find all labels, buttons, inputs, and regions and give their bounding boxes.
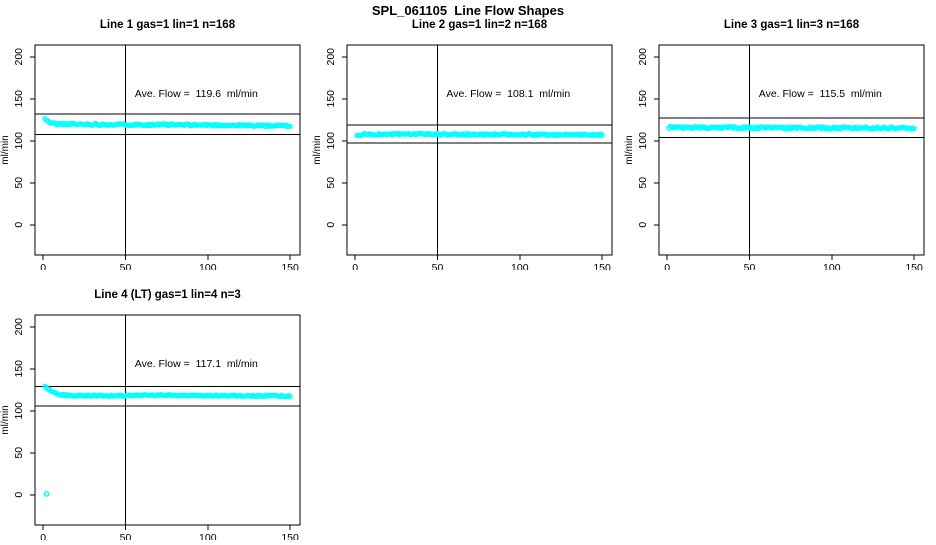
x-tick-label: 150 [905, 262, 923, 270]
y-tick-label: 100 [13, 402, 25, 420]
y-tick-label: 0 [325, 222, 337, 228]
y-tick-label: 0 [13, 222, 25, 228]
x-tick-label: 50 [432, 262, 444, 270]
plot-box [346, 44, 613, 256]
x-tick-label: 0 [664, 262, 670, 270]
x-tick-label: 150 [281, 532, 299, 540]
y-axis-label: ml/min [312, 135, 323, 164]
y-tick-label: 150 [637, 90, 649, 108]
x-tick-label: 50 [120, 262, 132, 270]
y-tick-label: 200 [325, 48, 337, 66]
outlier-point [43, 490, 50, 497]
y-tick-label: 150 [325, 90, 337, 108]
y-tick-label: 50 [13, 447, 25, 459]
plot-box [34, 44, 301, 256]
y-axis-label: ml/min [624, 135, 635, 164]
subplot-title: Line 2 gas=1 lin=2 n=168 [412, 19, 548, 31]
y-tick-label: 50 [325, 177, 337, 189]
y-tick-label: 0 [13, 492, 25, 498]
x-tick-label: 0 [352, 262, 358, 270]
y-axis-label: ml/min [0, 405, 11, 434]
subplot-line-1: Line 1 gas=1 lin=1 n=168 0 50 100 150 0 50 100 1… [0, 0, 312, 274]
data-point [599, 132, 605, 138]
plot-box [658, 44, 925, 256]
x-tick-label: 100 [823, 262, 841, 270]
avg-flow-annotation: Ave. Flow = 119.6 ml/min [135, 88, 258, 100]
subplot-line-2: Line 2 gas=1 lin=2 n=168 0 50 100 150 0 50 100 1… [312, 0, 624, 274]
x-tick-label: 100 [199, 262, 217, 270]
y-tick-label: 200 [13, 48, 25, 66]
y-axis-label: ml/min [0, 135, 11, 164]
avg-flow-annotation: Ave. Flow = 115.5 ml/min [759, 88, 882, 100]
x-tick-label: 50 [744, 262, 756, 270]
data-point [911, 125, 917, 132]
avg-flow-annotation: Ave. Flow = 108.1 ml/min [446, 88, 570, 100]
x-tick-label: 150 [593, 262, 611, 270]
subplot-svg: Line 1 gas=1 lin=1 n=168 0 50 100 150 0 50 100 1… [0, 19, 301, 274]
x-tick-label: 0 [40, 262, 46, 270]
data-point [287, 123, 293, 130]
x-tick-label: 50 [120, 532, 132, 540]
subplot-line-3: Line 3 gas=1 lin=3 n=168 0 50 100 150 0 50 100 1… [624, 0, 936, 274]
y-tick-label: 0 [637, 222, 649, 228]
subplot-svg: Line 2 gas=1 lin=2 n=168 0 50 100 150 0 50 100 1… [312, 19, 613, 274]
subplot-line-4: Line 4 (LT) gas=1 lin=4 n=3 0 50 100 150 0 50 1… [0, 270, 312, 544]
y-tick-label: 100 [637, 132, 649, 150]
x-tick-label: 0 [40, 532, 46, 540]
x-tick-label: 150 [281, 262, 299, 270]
y-tick-label: 50 [637, 177, 649, 189]
data-point [287, 394, 293, 400]
x-tick-label: 100 [199, 532, 217, 540]
subplot-svg: Line 4 (LT) gas=1 lin=4 n=3 0 50 100 150 0 50 1… [0, 289, 301, 544]
y-tick-label: 100 [325, 132, 337, 150]
subplot-svg: Line 3 gas=1 lin=3 n=168 0 50 100 150 0 50 100 1… [624, 19, 925, 274]
y-tick-label: 150 [13, 90, 25, 108]
page-title: SPL_061105 Line Flow Shapes [371, 3, 565, 18]
plot-box [34, 314, 301, 526]
y-tick-label: 200 [637, 48, 649, 66]
x-tick-label: 100 [511, 262, 529, 270]
y-tick-label: 200 [13, 318, 25, 336]
avg-flow-annotation: Ave. Flow = 117.1 ml/min [135, 358, 258, 370]
subplot-title: Line 1 gas=1 lin=1 n=168 [100, 19, 236, 31]
subplot-title: Line 3 gas=1 lin=3 n=168 [724, 19, 860, 31]
subplot-title: Line 4 (LT) gas=1 lin=4 n=3 [94, 289, 240, 301]
y-tick-label: 50 [13, 177, 25, 189]
y-tick-label: 150 [13, 360, 25, 378]
y-tick-label: 100 [13, 132, 25, 150]
